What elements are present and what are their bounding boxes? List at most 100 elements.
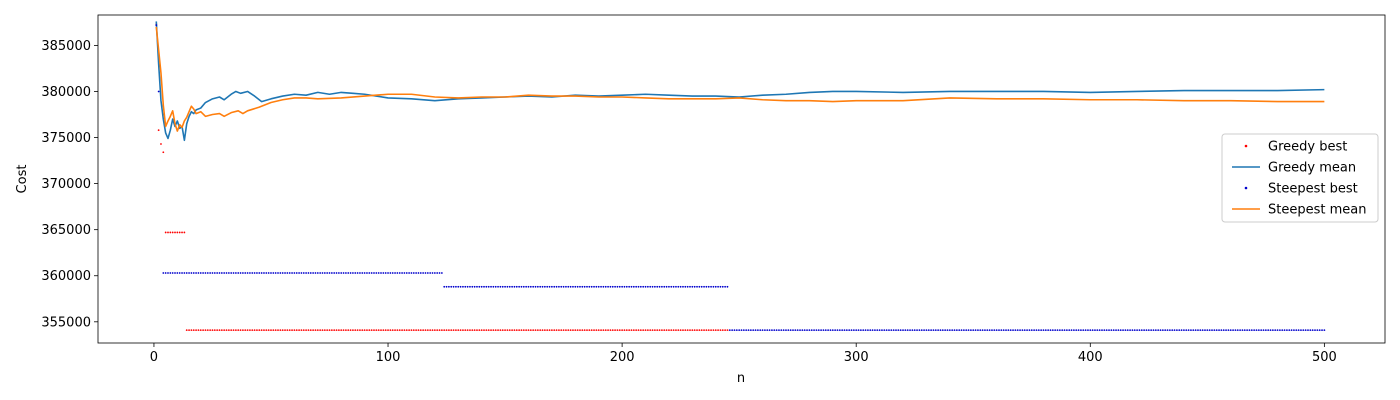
data-point [1194,329,1197,331]
data-point [476,285,478,288]
data-point [789,329,792,331]
data-point [267,272,270,274]
data-point [337,329,340,331]
data-point [677,329,680,331]
data-point [651,285,654,288]
data-point [661,329,663,331]
data-point [625,329,628,331]
data-point [171,272,174,274]
data-point [345,329,347,331]
data-point [916,329,918,331]
data-point [284,329,286,331]
data-point [714,285,717,288]
data-point [988,329,991,331]
data-point [190,272,193,274]
data-point [733,329,736,331]
data-point [352,329,354,331]
data-point [1117,329,1120,331]
data-point [726,285,729,288]
data-point [906,329,909,331]
plot-area [155,21,1326,331]
data-point [609,329,612,331]
data-point [1187,329,1190,331]
data-point [1276,329,1279,331]
data-point [1101,329,1103,331]
data-point [1063,329,1066,331]
data-point [1037,329,1040,331]
series-2 [155,24,1326,331]
data-point [1215,329,1218,331]
data-point [689,285,691,288]
data-point [623,329,626,331]
data-point [295,329,298,331]
data-point [218,272,221,274]
data-point [644,285,647,288]
data-point [405,329,408,331]
legend-label: Steepest best [1268,182,1358,197]
data-point [764,329,766,331]
data-point [817,329,820,331]
data-point [1026,329,1028,331]
y-axis-label: Cost [15,165,30,194]
data-point [204,329,207,331]
data-point [597,285,600,288]
data-point [288,272,291,274]
data-point [497,285,499,288]
data-point [665,285,668,288]
data-point [354,272,357,274]
data-point [700,285,703,288]
data-point [251,272,254,274]
data-point [1192,329,1195,331]
data-point [836,329,839,331]
data-point [850,329,853,331]
data-point [927,329,930,331]
data-point [752,329,755,331]
data-point [246,329,249,331]
data-point [637,285,640,288]
data-point [1154,329,1157,331]
data-point [284,272,286,274]
data-point [1208,329,1211,331]
data-point [328,329,331,331]
data-point [1040,329,1043,331]
data-point [1286,329,1288,331]
data-point [515,285,518,288]
data-point [871,329,874,331]
data-point [490,285,492,288]
data-point [735,329,738,331]
data-point [326,329,329,331]
data-point [1145,329,1148,331]
data-point [672,329,675,331]
data-point [305,272,307,274]
data-point [864,329,867,331]
data-point [909,329,911,331]
data-point [1108,329,1110,331]
data-point [330,329,333,331]
data-point [1211,329,1213,331]
data-point [326,272,329,274]
data-point [272,329,275,331]
data-point [747,329,750,331]
data-point [1288,329,1291,331]
data-point [279,272,282,274]
data-point [291,329,293,331]
data-point [419,329,422,331]
data-point [314,272,317,274]
data-point [1122,329,1124,331]
data-point [555,285,558,288]
data-point [230,272,233,274]
data-point [499,285,502,288]
data-point [293,272,296,274]
data-point [403,329,406,331]
series-0 [155,23,729,331]
data-point [164,231,167,234]
data-point [368,272,371,274]
data-point [686,285,689,288]
data-point [443,329,446,331]
data-point [567,285,570,288]
data-point [445,329,448,331]
data-point [1225,329,1227,331]
data-point [962,329,965,331]
data-point [1190,329,1192,331]
axes: 0 100 200 300 400 500 355000 360000 365000 370000… [41,14,1386,365]
